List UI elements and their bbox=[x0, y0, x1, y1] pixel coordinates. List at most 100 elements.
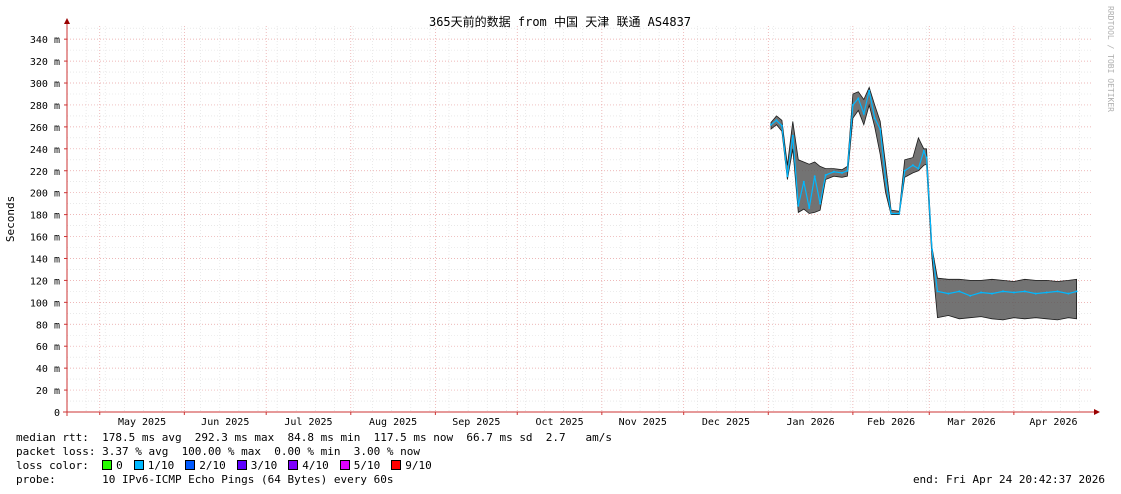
end-time: end: Fri Apr 24 20:42:37 2026 bbox=[912, 473, 1105, 486]
watermark: RRDTOOL / TOBI OETIKER bbox=[1106, 6, 1115, 112]
data-point bbox=[797, 204, 800, 207]
y-tick-label: 340 m bbox=[30, 35, 60, 46]
packet-loss-line: packet loss: 3.37 % avg 100.00 % max 0.0… bbox=[16, 445, 420, 458]
data-point bbox=[911, 164, 914, 167]
loss-color-item: 0 bbox=[102, 459, 123, 472]
y-tick-label: 220 m bbox=[30, 167, 60, 178]
loss-color-swatch bbox=[288, 460, 299, 470]
data-point bbox=[775, 119, 778, 122]
data-point bbox=[947, 292, 950, 295]
y-axis-label: Seconds bbox=[4, 196, 17, 242]
loss-color-label: 2/10 bbox=[199, 459, 226, 472]
data-point bbox=[1023, 290, 1026, 293]
loss-color-item: 1/10 bbox=[133, 459, 175, 472]
data-point bbox=[969, 294, 972, 297]
y-tick-label: 140 m bbox=[30, 254, 60, 265]
x-axis-arrow bbox=[1094, 409, 1100, 415]
x-tick-label: Mar 2026 bbox=[947, 417, 995, 428]
data-point bbox=[868, 89, 871, 92]
y-tick-label: 300 m bbox=[30, 79, 60, 90]
x-tick-label: Jul 2025 bbox=[284, 417, 332, 428]
data-point bbox=[780, 124, 783, 127]
data-point bbox=[936, 290, 939, 293]
grid bbox=[67, 26, 1093, 412]
y-tick-label: 180 m bbox=[30, 211, 60, 222]
y-axis-arrow bbox=[64, 18, 70, 24]
probe-text: probe: 10 IPv6-ICMP Echo Pings (64 Bytes… bbox=[16, 473, 394, 486]
data-point bbox=[824, 174, 827, 177]
y-tick-label: 320 m bbox=[30, 57, 60, 68]
y-tick-label: 200 m bbox=[30, 189, 60, 200]
loss-color-item: 4/10 bbox=[288, 459, 329, 472]
x-tick-label: Dec 2025 bbox=[702, 417, 750, 428]
data-point bbox=[857, 97, 860, 100]
loss-color-swatch bbox=[391, 460, 402, 470]
data-point bbox=[917, 167, 920, 170]
loss-color-item: 9/10 bbox=[391, 459, 432, 472]
loss-color-item: 3/10 bbox=[236, 459, 278, 472]
plot-area bbox=[770, 86, 1078, 321]
data-point bbox=[1067, 292, 1070, 295]
series-range-band bbox=[770, 86, 1077, 321]
data-point bbox=[791, 134, 794, 137]
data-point bbox=[841, 171, 843, 174]
data-point bbox=[991, 292, 993, 295]
data-point bbox=[1075, 290, 1078, 293]
x-tick-label: Aug 2025 bbox=[369, 417, 417, 428]
y-tick-label: 160 m bbox=[30, 233, 60, 244]
probe-line: probe: 10 IPv6-ICMP Echo Pings (64 Bytes… bbox=[16, 473, 1111, 487]
y-tick-label: 80 m bbox=[36, 320, 60, 331]
loss-color-label: loss color: bbox=[16, 459, 103, 472]
y-tick-label: 260 m bbox=[30, 123, 60, 134]
data-point bbox=[884, 178, 887, 181]
x-tick-label: Jun 2025 bbox=[201, 417, 249, 428]
data-point bbox=[819, 202, 822, 205]
loss-color-label: 0 bbox=[116, 459, 123, 472]
data-point bbox=[846, 169, 849, 172]
legend: median rtt: 178.5 ms avg 292.3 ms max 84… bbox=[16, 431, 1111, 487]
x-tick-label: Jan 2026 bbox=[786, 417, 834, 428]
median-rtt-line: median rtt: 178.5 ms avg 292.3 ms max 84… bbox=[16, 431, 613, 444]
y-tick-label: 100 m bbox=[30, 298, 60, 309]
chart-title: 365天前的数据 from 中国 天津 联通 AS4837 bbox=[429, 14, 691, 29]
y-tick-label: 240 m bbox=[30, 145, 60, 156]
y-tick-label: 120 m bbox=[30, 276, 60, 287]
loss-color-item: 2/10 bbox=[185, 459, 226, 472]
data-point bbox=[890, 212, 893, 215]
x-tick-label: Nov 2025 bbox=[619, 417, 667, 428]
data-point bbox=[1056, 290, 1059, 293]
loss-color-line: loss color: 0 1/10 2/10 3/10 4/10 5/10 9/10 bbox=[16, 459, 1111, 473]
y-tick-label: 40 m bbox=[36, 364, 60, 375]
data-point bbox=[873, 117, 876, 120]
loss-color-label: 4/10 bbox=[302, 459, 329, 472]
loss-color-item: 5/10 bbox=[339, 459, 381, 472]
data-point bbox=[958, 290, 961, 293]
data-point bbox=[931, 248, 933, 251]
y-tick-label: 280 m bbox=[30, 101, 60, 112]
data-point bbox=[1045, 291, 1048, 294]
data-point bbox=[1012, 291, 1015, 294]
loss-color-label: 3/10 bbox=[250, 459, 278, 472]
data-point bbox=[903, 169, 906, 172]
y-tick-labels: 0 20 m 40 m 60 m 80 m 100 m 120 m 140 m 160 m 180… bbox=[30, 35, 60, 419]
x-tick-labels: May 2025 Jun 2025 Jul 2025 Aug 2025 Sep 2025… bbox=[118, 417, 1078, 428]
data-point bbox=[808, 207, 811, 209]
data-point bbox=[851, 104, 854, 106]
data-point bbox=[802, 180, 805, 183]
data-point bbox=[879, 128, 882, 131]
x-tick-label: May 2025 bbox=[118, 417, 166, 428]
data-point bbox=[862, 112, 865, 115]
data-point bbox=[898, 212, 901, 215]
data-point bbox=[1002, 290, 1004, 293]
loss-color-label: 1/10 bbox=[147, 459, 175, 472]
axes bbox=[63, 18, 1100, 416]
loss-color-swatches: 0 1/10 2/10 3/10 4/10 5/10 9/10 bbox=[102, 459, 443, 472]
smokeping-chart: 365天前的数据 from 中国 天津 联通 AS4837 Seconds RR… bbox=[4, 6, 1115, 428]
x-tick-label: Oct 2025 bbox=[535, 417, 583, 428]
loss-color-label: 5/10 bbox=[353, 459, 381, 472]
x-tick-label: Apr 2026 bbox=[1029, 417, 1077, 428]
data-point bbox=[925, 156, 928, 159]
loss-color-swatch bbox=[339, 460, 350, 470]
data-point bbox=[1034, 292, 1037, 295]
loss-color-swatch bbox=[185, 460, 196, 470]
